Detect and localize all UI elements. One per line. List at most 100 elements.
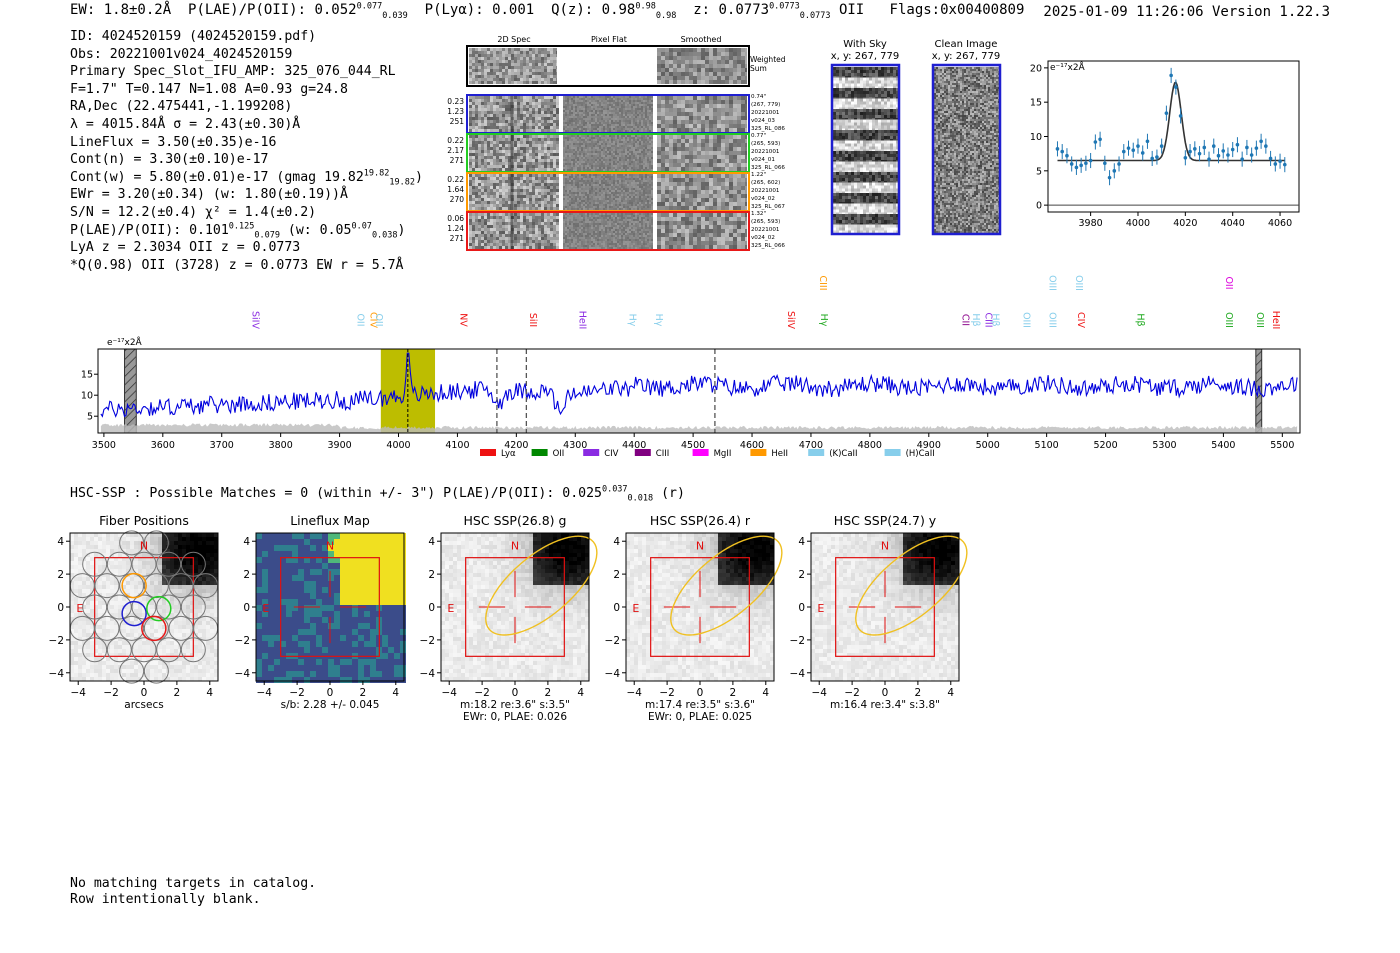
noise-pixel [639,130,641,132]
noise-pixel [517,222,520,225]
fiber-smoothed [657,135,747,171]
noise-pixel [520,147,523,150]
noise-pixel [631,139,633,141]
noise-pixel [717,128,721,132]
noise-pixel [633,167,635,169]
noise-pixel [657,151,661,155]
noise-pixel [565,159,567,161]
noise-pixel [693,52,697,56]
noise-pixel [577,122,579,124]
noise-pixel [575,100,577,102]
noise-pixel [629,155,631,157]
noise-pixel [567,151,569,153]
noise-pixel [685,52,689,56]
noise-pixel [505,105,508,108]
noise-pixel [569,182,571,184]
noise-pixel [639,208,641,210]
noise-pixel [595,98,597,100]
noise-pixel [481,126,484,129]
noise-pixel [643,163,645,165]
noise-pixel [550,72,553,75]
noise-pixel [615,139,617,141]
noise-pixel [544,201,547,204]
noise-pixel [579,190,581,192]
noise-pixel [571,196,573,198]
noise-pixel [595,104,597,106]
noise-pixel [601,122,603,124]
noise-pixel [657,159,661,163]
noise-pixel [725,104,729,108]
noise-pixel [665,116,669,120]
noise-pixel [475,108,478,111]
noise-pixel [629,102,631,104]
noise-pixel [607,114,609,116]
noise-pixel [631,176,633,178]
noise-pixel [556,165,559,168]
noise-pixel [649,122,651,124]
noise-pixel [541,54,544,57]
noise-pixel [496,216,499,219]
noise-pixel [649,126,651,128]
noise-pixel [661,112,665,116]
noise-pixel [607,208,609,210]
noise-pixel [569,153,571,155]
noise-pixel [591,118,593,120]
noise-pixel [721,96,725,100]
noise-pixel [591,141,593,143]
noise-pixel [643,204,645,206]
noise-pixel [579,114,581,116]
noise-pixel [645,143,647,145]
noise-pixel [741,100,745,104]
noise-pixel [587,130,589,132]
noise-pixel [573,204,575,206]
noise-pixel [585,198,587,200]
noise-pixel [541,72,544,75]
noise-pixel [544,108,547,111]
noise-pixel [538,48,541,51]
noise-pixel [538,99,541,102]
noise-pixel [499,228,502,231]
noise-pixel [639,161,641,163]
noise-pixel [701,182,705,186]
noise-pixel [575,112,577,114]
noise-pixel [689,190,693,194]
noise-pixel [625,98,627,100]
noise-pixel [579,169,581,171]
noise-pixel [597,204,599,206]
noise-pixel [581,161,583,163]
noise-pixel [550,168,553,171]
noise-pixel [639,114,641,116]
noise-pixel [737,178,741,182]
noise-pixel [613,155,615,157]
noise-pixel [637,196,639,198]
noise-pixel [645,159,647,161]
noise-pixel [529,96,532,99]
noise-pixel [573,206,575,208]
noise-pixel [637,176,639,178]
noise-pixel [589,155,591,157]
noise-pixel [651,165,653,167]
noise-pixel [633,137,635,139]
noise-pixel [621,178,623,180]
noise-pixel [583,151,585,153]
noise-pixel [529,141,532,144]
lya-line: LyA z = 2.3034 OII z = 0.0773 [70,240,301,256]
noise-pixel [526,108,529,111]
noise-pixel [643,110,645,112]
noise-pixel [571,137,573,139]
noise-pixel [565,176,567,178]
noise-pixel [472,228,475,231]
noise-pixel [484,177,487,180]
noise-pixel [627,147,629,149]
noise-pixel [493,108,496,111]
noise-pixel [478,165,481,168]
noise-pixel [651,161,653,163]
noise-pixel [585,120,587,122]
noise-pixel [591,169,593,171]
noise-pixel [629,196,631,198]
noise-pixel [689,48,693,52]
noise-pixel [693,190,697,194]
noise-pixel [637,206,639,208]
noise-pixel [569,165,571,167]
noise-pixel [553,111,556,114]
